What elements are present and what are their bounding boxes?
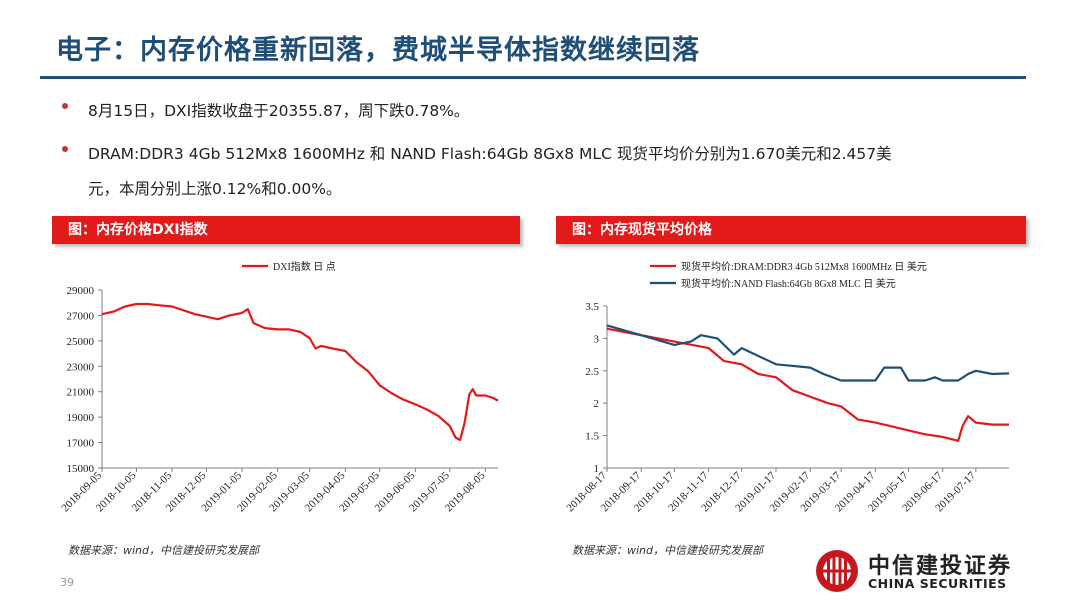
legend-label: DXI指数 日 点: [273, 260, 336, 273]
page-number: 39: [60, 576, 74, 589]
bullet-text: 8月15日，DXI指数收盘于20355.87，周下跌0.78%。: [88, 102, 470, 120]
series-line-0: [101, 302, 499, 442]
data-source-left: 数据来源：wind，中信建投研究发展部: [68, 544, 260, 557]
bullet-dot: [62, 103, 68, 109]
y-tick-label: 21000: [67, 387, 95, 399]
citic-logo-icon: [816, 550, 858, 592]
y-tick-label: 15000: [67, 463, 95, 475]
y-tick-label: 17000: [67, 438, 95, 450]
series-line-0: [606, 327, 1009, 442]
title-underline: [40, 76, 1026, 79]
logo-text-en: CHINA SECURITIES: [868, 576, 1007, 591]
y-tick-label: 2.5: [585, 366, 599, 378]
legend-label: 现货平均价:NAND Flash:64Gb 8Gx8 MLC 日 美元: [681, 277, 896, 290]
data-source-right: 数据来源：wind，中信建投研究发展部: [572, 544, 764, 557]
y-tick-label: 1.5: [585, 431, 599, 443]
y-tick-label: 25000: [67, 336, 95, 348]
bullet-text: DRAM:DDR3 4Gb 512Mx8 1600MHz 和 NAND Flas…: [88, 145, 892, 163]
y-tick-label: 1: [594, 463, 600, 475]
chart-banner-spot: 图：内存现货平均价格: [556, 216, 1026, 244]
spot-price-chart: 3.532.521.512018-08-172018-09-172018-10-…: [564, 260, 1010, 514]
y-tick-label: 27000: [67, 310, 95, 322]
dxi-chart: 29000 27000 25000 23000 21000 19000 17000 15000…: [59, 260, 499, 514]
y-tick-label: 3: [594, 333, 600, 345]
bullet-dot: [62, 146, 68, 152]
series-line-1: [606, 324, 1010, 382]
y-tick-label: 3.5: [585, 301, 599, 313]
y-tick-label: 23000: [67, 361, 95, 373]
page-title: 电子：内存价格重新回落，费城半导体指数继续回落: [56, 35, 700, 66]
y-tick-label: 2: [594, 398, 600, 410]
bullet-continuation: 元，本周分别上涨0.12%和0.00%。: [88, 180, 342, 198]
legend-label: 现货平均价:DRAM:DDR3 4Gb 512Mx8 1600MHz 日 美元: [681, 260, 927, 273]
y-tick-label: 19000: [67, 412, 95, 424]
y-tick-label: 29000: [67, 285, 95, 297]
chart-banner-dxi: 图：内存价格DXI指数: [52, 216, 520, 244]
logo-text-cn: 中信建投证券: [868, 554, 1013, 579]
